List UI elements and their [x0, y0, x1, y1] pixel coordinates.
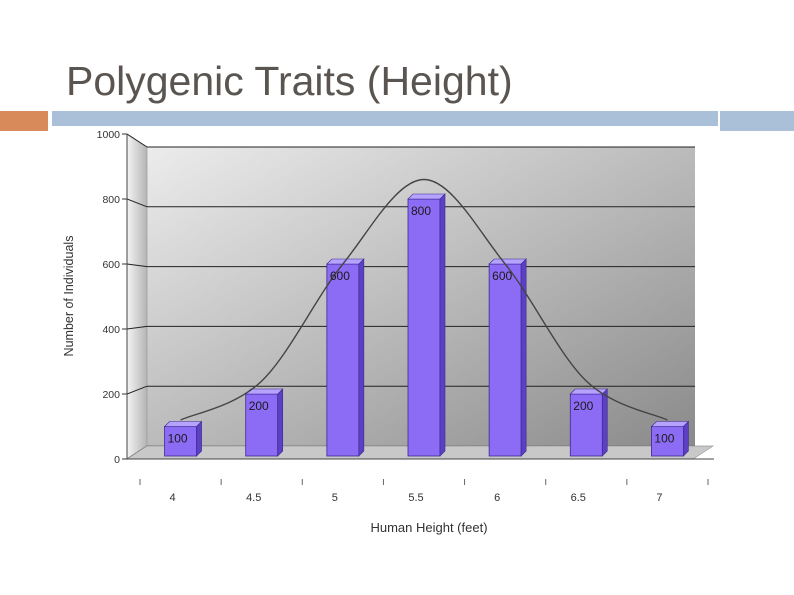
gridline-side — [126, 385, 148, 395]
data-label: 100 — [654, 432, 674, 446]
gridline-side — [126, 263, 148, 268]
gridline-side — [126, 198, 148, 208]
x-tick-label: 4 — [170, 492, 176, 504]
title-accent-bar-orange — [0, 111, 48, 131]
data-label: 600 — [492, 269, 512, 283]
bar-top — [488, 258, 527, 265]
y-tick-label: 1000 — [97, 129, 121, 141]
bar-top — [650, 421, 690, 427]
bar — [245, 393, 279, 457]
x-tick-label: 5 — [332, 492, 338, 504]
x-tick-label: 4.5 — [246, 492, 261, 504]
bar-chart: 0 200 400 600 800 1000 100 4 200 4.5 600 5 800 5.5 600… — [62, 129, 715, 535]
bar-side — [358, 258, 365, 457]
bar — [569, 393, 603, 457]
data-label: 800 — [411, 204, 431, 218]
y-tick-label: 400 — [102, 324, 120, 336]
y-tick-label: 200 — [102, 389, 120, 401]
bar — [407, 198, 441, 457]
bar — [488, 263, 522, 457]
bar-side — [196, 420, 202, 457]
y-axis-label: Number of Individuals — [62, 236, 76, 357]
bar-side — [683, 420, 689, 457]
title-accent-bar-blue-right — [720, 111, 794, 131]
data-label: 200 — [249, 399, 269, 413]
x-tick-label: 6 — [494, 492, 500, 504]
bar-side — [601, 388, 608, 457]
gridline-side — [126, 133, 148, 148]
bar-side — [277, 388, 284, 457]
data-label: 600 — [330, 269, 350, 283]
y-tick-label: 600 — [102, 259, 120, 271]
bar — [326, 263, 360, 457]
normal-curve — [180, 178, 668, 421]
bar-side — [439, 193, 446, 457]
bar-top — [407, 193, 446, 200]
chart-side-wall — [126, 133, 148, 460]
slide-title: Polygenic Traits (Height) — [66, 58, 513, 104]
x-tick-label: 7 — [656, 492, 662, 504]
data-label: 200 — [573, 399, 593, 413]
chart-container: 0 200 400 600 800 1000 100 4 200 4.5 600 5 800 5.5 600… — [52, 126, 720, 540]
x-axis-label: Human Height (feet) — [370, 520, 487, 535]
x-tick-label: 5.5 — [408, 492, 423, 504]
y-tick-label: 0 — [114, 454, 120, 466]
bar-top — [163, 421, 203, 427]
y-tick-label: 800 — [102, 194, 120, 206]
gridline-side — [126, 325, 148, 330]
data-label: 100 — [168, 432, 188, 446]
x-tick-label: 6.5 — [571, 492, 586, 504]
